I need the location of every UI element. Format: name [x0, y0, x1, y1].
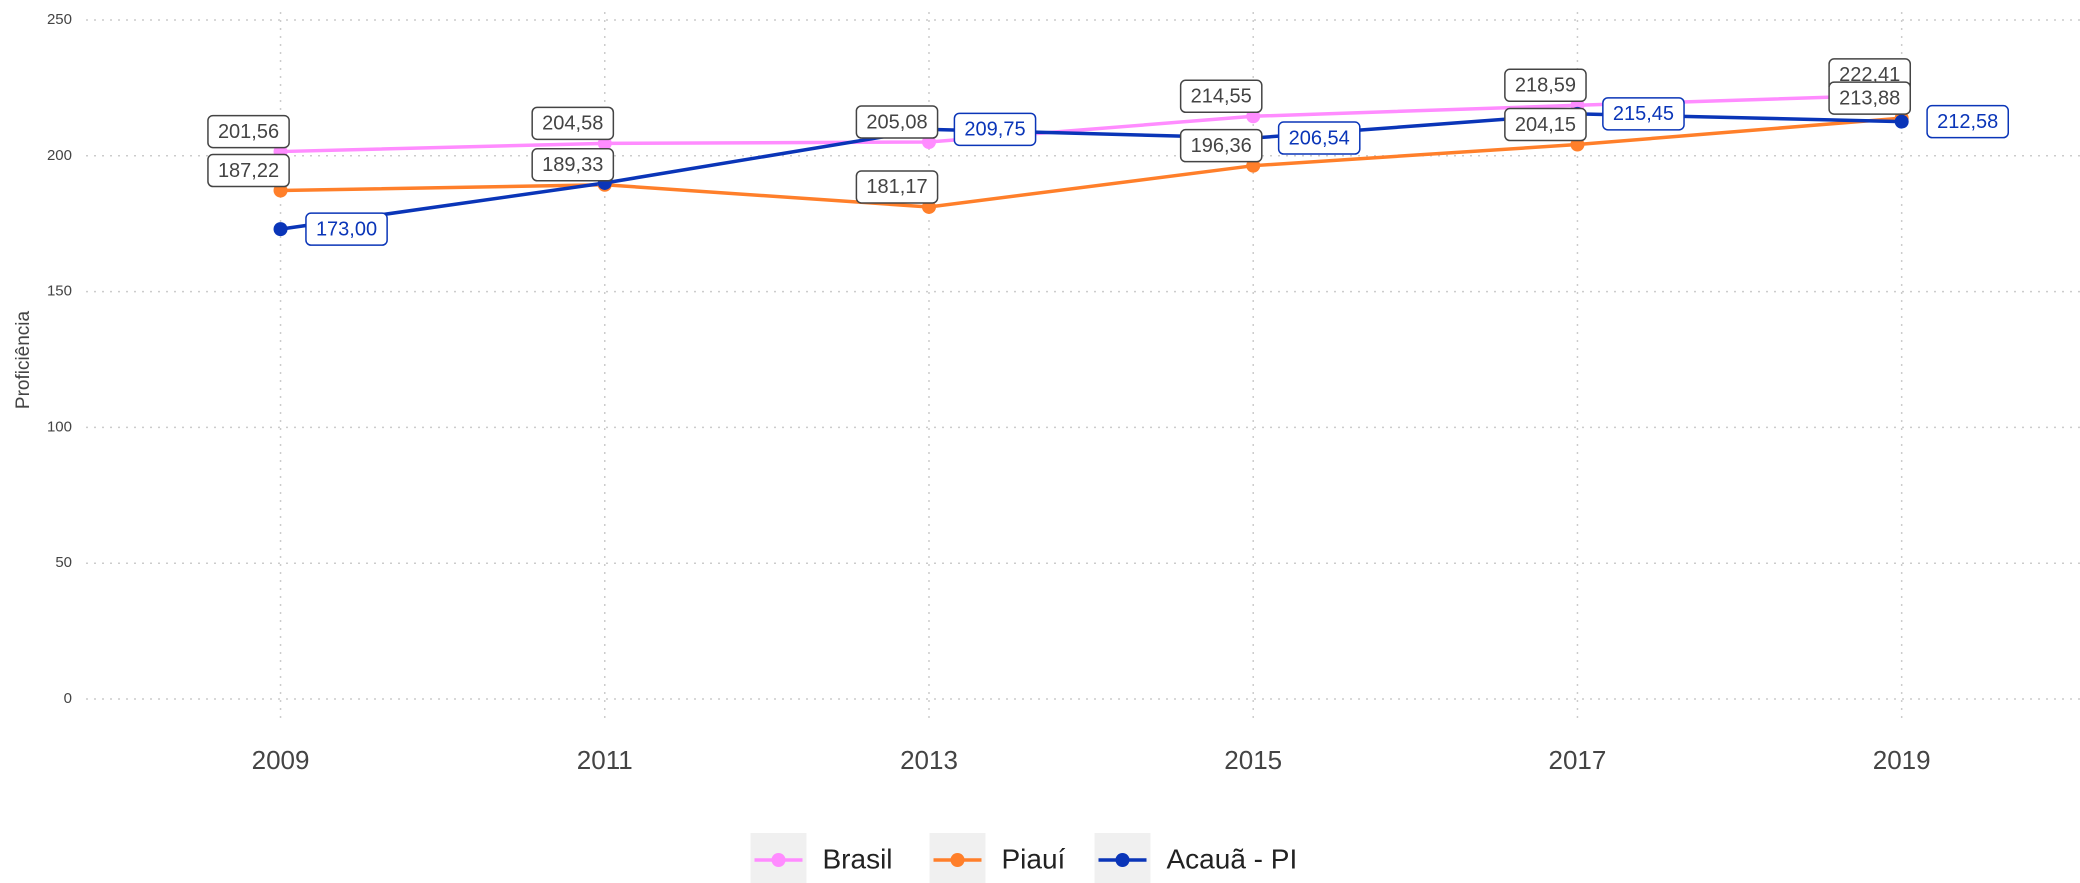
data-label-text: 187,22 — [218, 160, 279, 182]
data-label: 215,45 — [1602, 97, 1685, 131]
data-label-box — [855, 170, 939, 204]
data-label-box — [1179, 79, 1263, 114]
data-label-box — [1926, 104, 2010, 139]
legend-key-point — [771, 853, 786, 867]
data-label-text: 212,58 — [1937, 111, 1998, 133]
x-tick-label: 2013 — [900, 745, 958, 775]
data-label: 181,17 — [855, 170, 939, 204]
data-label-text: 213,88 — [1839, 87, 1900, 109]
x-tick-label: 2009 — [252, 745, 310, 775]
data-label: 201,56 — [207, 114, 290, 149]
data-label-box — [1828, 81, 1912, 115]
x-tick-label: 2017 — [1549, 745, 1607, 775]
data-label: 204,15 — [1504, 107, 1587, 142]
data-label-text: 205,08 — [866, 111, 927, 133]
data-label: 189,33 — [531, 148, 615, 182]
legend-key-point — [950, 853, 965, 867]
data-label-text: 215,45 — [1613, 103, 1674, 125]
data-label-box — [1179, 128, 1263, 163]
data-label: 209,75 — [953, 112, 1037, 147]
series-line — [280, 112, 1902, 231]
data-label-box — [531, 148, 615, 182]
data-label: 173,00 — [305, 212, 388, 246]
data-label-box — [953, 112, 1037, 147]
data-label-box — [1504, 107, 1587, 142]
y-tick-label: 100 — [47, 418, 72, 435]
data-label: 212,58 — [1926, 104, 2010, 139]
data-label: 205,08 — [855, 105, 939, 139]
data-label-box — [1277, 121, 1361, 155]
data-label: 187,22 — [207, 153, 290, 188]
x-tick-label: 2011 — [577, 745, 633, 775]
data-label-text: 204,15 — [1515, 114, 1576, 136]
legend-label: Acauã - PI — [1167, 843, 1298, 874]
data-label-text: 218,59 — [1515, 75, 1576, 97]
data-label-text: 189,33 — [542, 154, 603, 176]
data-label-box — [531, 106, 615, 141]
data-label-box — [1602, 97, 1685, 131]
data-label: 206,54 — [1277, 121, 1361, 155]
data-label-text: 181,17 — [866, 176, 927, 198]
data-label-text: 204,58 — [542, 113, 603, 135]
data-label-box — [207, 114, 290, 149]
y-tick-label: 250 — [47, 11, 72, 28]
y-axis-title: Proficiência — [13, 310, 34, 409]
point — [1894, 114, 1909, 129]
data-label-text: 214,55 — [1191, 86, 1252, 108]
y-tick-label: 50 — [55, 554, 72, 571]
data-label-text: 209,75 — [964, 119, 1025, 141]
data-label-text: 222,41 — [1839, 64, 1900, 86]
data-label: 204,58 — [531, 106, 615, 141]
data-label-text: 206,54 — [1289, 127, 1350, 149]
data-label-box — [1504, 68, 1587, 103]
data-label: 218,59 — [1504, 68, 1587, 103]
y-tick-label: 150 — [47, 283, 72, 300]
x-tick-label: 2019 — [1873, 745, 1931, 775]
x-tick-label: 2015 — [1224, 745, 1282, 775]
legend-label: Brasil — [823, 843, 893, 874]
series-line — [280, 116, 1902, 209]
y-tick-label: 0 — [64, 690, 72, 707]
data-label-box — [305, 212, 388, 246]
data-label-text: 196,36 — [1191, 135, 1252, 157]
point — [273, 222, 288, 237]
data-label-box — [855, 105, 939, 139]
legend-label: Piauí — [1002, 843, 1066, 874]
data-label-text: 201,56 — [218, 121, 279, 143]
legend-key-point — [1115, 853, 1130, 867]
data-label-box — [207, 153, 290, 188]
data-label: 196,36 — [1179, 128, 1263, 163]
data-label-text: 173,00 — [316, 218, 377, 240]
data-label: 214,55 — [1179, 79, 1263, 114]
y-tick-label: 200 — [47, 147, 72, 164]
data-label: 213,88 — [1828, 81, 1912, 115]
